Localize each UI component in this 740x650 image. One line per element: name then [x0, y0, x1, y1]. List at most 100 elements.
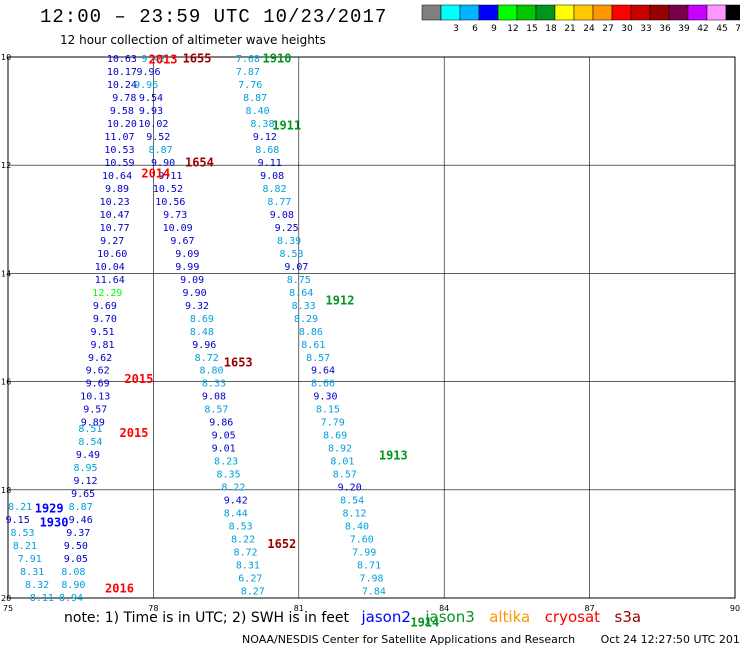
colorbar-swatch: [497, 4, 518, 21]
swh-value: 8.68: [255, 145, 279, 156]
swh-value: 9.70: [93, 314, 117, 325]
swh-value: 9.73: [163, 210, 187, 221]
swh-value: 8.54: [340, 496, 364, 507]
swh-value: 8.44: [224, 509, 248, 520]
overpass-time-label: 1929: [35, 502, 64, 516]
x-tick-label: 78: [148, 604, 158, 613]
swh-value: 8.71: [357, 560, 381, 571]
y-tick-label: 12: [1, 161, 11, 170]
swh-value: 8.21: [8, 502, 32, 513]
swh-value: 10.23: [100, 197, 130, 208]
swh-value: 8.15: [316, 405, 340, 416]
swh-value: 8.92: [328, 444, 352, 455]
overpass-time-label: 2015: [124, 372, 153, 386]
swh-value: 9.96: [137, 67, 161, 78]
swh-value: 8.77: [267, 197, 291, 208]
swh-value: 9.51: [90, 327, 114, 338]
swh-value: 8.32: [25, 580, 49, 591]
colorbar-label: 6: [472, 24, 478, 34]
swh-value: 10.53: [104, 145, 134, 156]
x-tick-label: 90: [730, 604, 740, 613]
colorbar-label: 70: [735, 24, 740, 34]
chart-title: 12:00 – 23:59 UTC 10/23/2017: [40, 6, 388, 28]
swh-value: 9.05: [64, 554, 88, 565]
overpass-time-label: 1910: [263, 52, 292, 66]
colorbar-swatch: [573, 4, 594, 21]
swh-value: 9.07: [284, 262, 308, 273]
colorbar-label: 30: [621, 24, 633, 34]
footer-legend: note: 1) Time is in UTC; 2) SWH is in fe…: [64, 608, 651, 626]
swh-value: 9.57: [83, 405, 107, 416]
axis-ticks: 75 78 81 84 87 90 10 12 14 16 18 20: [1, 53, 740, 613]
swh-value: 10.59: [104, 158, 134, 169]
colorbar-swatch: [459, 4, 480, 21]
swh-value: 9.90: [183, 288, 207, 299]
colorbar-swatch: [649, 4, 670, 21]
swh-value: 9.89: [81, 418, 105, 429]
swh-value: 8.66: [311, 379, 335, 390]
swh-value: 8.87: [69, 502, 93, 513]
swh-value: 8.40: [345, 522, 369, 533]
swh-value: 9.49: [76, 450, 100, 461]
swh-value: 10.64: [102, 171, 132, 182]
colorbar-label: 39: [678, 24, 690, 34]
swh-value: 9.09: [175, 249, 199, 260]
swh-value: 9.12: [253, 132, 277, 143]
swh-value: 9.89: [105, 184, 129, 195]
swh-value: 7.68: [236, 54, 260, 65]
swh-value: 8.61: [301, 340, 325, 351]
overpass-time-label: 1914: [410, 615, 439, 629]
colorbar-swatch: [535, 4, 556, 21]
legend-altika: altika: [489, 608, 531, 626]
swh-value: 9.96: [192, 340, 216, 351]
swh-value: 9.27: [100, 236, 124, 247]
swh-value: 8.35: [216, 470, 240, 481]
colorbar-swatch: [706, 4, 727, 21]
swh-value: 8.39: [277, 236, 301, 247]
swh-value: 8.33: [292, 301, 316, 312]
colorbar-label: 15: [526, 24, 537, 34]
swh-value: 9.62: [88, 353, 112, 364]
swh-value: 9.11: [158, 171, 182, 182]
x-tick-label: 81: [294, 604, 304, 613]
x-tick-label: 75: [3, 604, 13, 613]
legend-cryosat: cryosat: [544, 608, 601, 626]
swh-value: 8.75: [287, 275, 311, 286]
swh-value: 8.23: [214, 457, 238, 468]
swh-value: 8.21: [13, 541, 37, 552]
x-tick-label: 87: [585, 604, 595, 613]
swh-value: 8.53: [10, 528, 34, 539]
swh-value: 8.69: [323, 431, 347, 442]
swh-value: 8.53: [279, 249, 303, 260]
overpass-time-label: 1930: [40, 515, 69, 529]
swh-value: 9.54: [139, 93, 163, 104]
swh-value: 9.58: [110, 106, 134, 117]
swh-value: 9.78: [112, 93, 136, 104]
swh-value: 9.05: [212, 431, 236, 442]
colorbar-label: 24: [583, 24, 595, 34]
swh-value: 8.48: [190, 327, 214, 338]
swh-value: 7.98: [359, 573, 383, 584]
colorbar-swatch: [611, 4, 632, 21]
swh-value: 9.11: [258, 158, 282, 169]
colorbar-swatch: [592, 4, 613, 21]
swh-value: 12.29: [92, 288, 122, 299]
swh-value: 8.27: [241, 586, 265, 597]
y-tick-label: 18: [1, 486, 11, 495]
swh-value: 9.09: [180, 275, 204, 286]
swh-value: 9.32: [185, 301, 209, 312]
swh-value: 8.33: [202, 379, 226, 390]
swh-value: 10.60: [97, 249, 127, 260]
swh-value: 8.40: [246, 106, 270, 117]
swh-value: 9.20: [338, 483, 362, 494]
y-tick-label: 20: [1, 594, 11, 603]
swh-value: 8.72: [233, 548, 257, 559]
colorbar-label: 36: [659, 24, 671, 34]
swh-value: 9.08: [260, 171, 284, 182]
swh-value: 8.29: [294, 314, 318, 325]
swh-value: 8.31: [236, 560, 260, 571]
swh-value: 8.12: [342, 509, 366, 520]
colorbar-swatch: [516, 4, 537, 21]
swh-value: 9.50: [64, 541, 88, 552]
swh-value: 10.04: [95, 262, 125, 273]
